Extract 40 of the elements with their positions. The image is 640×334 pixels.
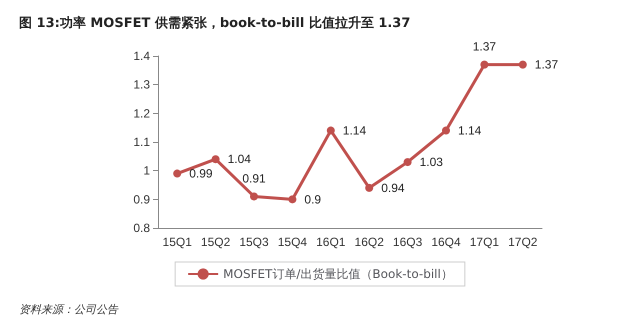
- point: [250, 192, 258, 200]
- point: [288, 195, 296, 204]
- data-label: 0.94: [381, 180, 405, 195]
- y-tick-label: 1: [143, 164, 150, 178]
- data-label: 1.04: [228, 152, 252, 166]
- x-tick-label: 16Q3: [392, 235, 423, 249]
- x-tick-label: 17Q1: [470, 235, 500, 249]
- data-label: 1.03: [420, 155, 444, 170]
- x-tick-label: 16Q4: [431, 235, 461, 249]
- point: [173, 170, 182, 178]
- data-label: 1.37: [472, 40, 496, 54]
- x-tick-label: 16Q1: [316, 235, 346, 249]
- x-tick-label: 15Q3: [239, 235, 269, 249]
- data-label: 0.9: [304, 192, 322, 206]
- data-label: 0.91: [242, 171, 266, 186]
- y-tick-label: 0.8: [133, 221, 150, 235]
- y-tick-label: 0.9: [133, 192, 150, 206]
- y-tick-label: 1.3: [133, 78, 150, 92]
- point: [518, 60, 527, 69]
- data-label: 1.14: [342, 124, 366, 138]
- chart-title: 图 13:功率 MOSFET 供需紧张，book-to-bill 比值拉升至 1.37: [19, 15, 410, 31]
- x-tick-label: 15Q2: [200, 235, 231, 249]
- point: [442, 126, 450, 135]
- legend-label: MOSFET订单/出货量比值（Book-to-bill）: [223, 267, 453, 281]
- point: [404, 158, 412, 166]
- y-tick-label: 1.4: [133, 49, 150, 63]
- x-tick-label: 17Q2: [508, 235, 538, 249]
- point: [480, 60, 488, 69]
- data-label: 1.37: [534, 58, 558, 72]
- y-tick-label: 1.1: [133, 135, 150, 149]
- point: [212, 155, 220, 164]
- x-tick-label: 16Q2: [354, 235, 384, 249]
- point: [365, 184, 374, 192]
- y-tick-label: 1.2: [133, 106, 150, 120]
- text: 资料来源：公司公告: [19, 303, 119, 316]
- x-tick-label: 15Q1: [162, 235, 192, 249]
- data-label: 0.99: [189, 166, 213, 181]
- x-tick-label: 15Q4: [278, 235, 308, 249]
- point: [326, 126, 335, 135]
- data-label: 1.14: [458, 124, 482, 138]
